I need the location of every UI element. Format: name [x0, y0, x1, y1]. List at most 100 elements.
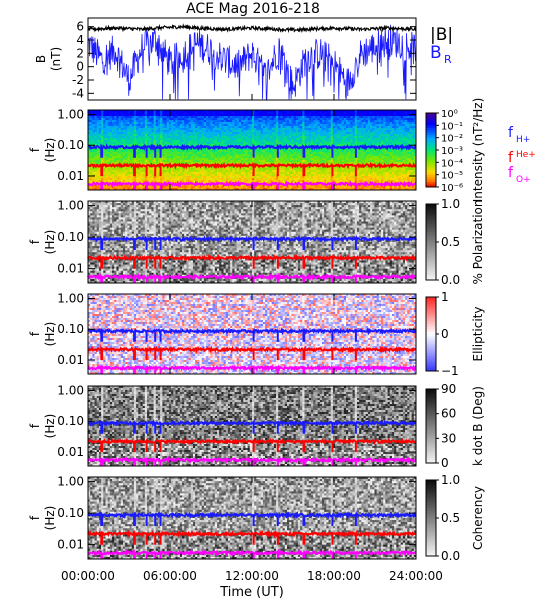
spectrogram-cell — [88, 110, 91, 113]
spectrogram-cell — [125, 132, 128, 135]
spectrogram-cell — [125, 138, 128, 141]
spectrogram-cell — [127, 144, 130, 147]
spectrogram-cell — [147, 122, 150, 125]
spectrogram-cell — [171, 120, 174, 123]
spectrogram-cell — [136, 110, 139, 113]
spectrogram-cell — [138, 122, 141, 125]
spectrogram-cell — [88, 172, 91, 175]
spectrogram-cell — [120, 140, 124, 143]
spectrogram-cell — [144, 160, 148, 163]
spectrogram-cell — [173, 132, 176, 135]
spectrogram-cell — [101, 140, 104, 143]
spectrogram-cell — [114, 112, 117, 115]
spectrogram-cell — [133, 178, 137, 181]
spectrogram-cell — [122, 116, 126, 119]
spectrogram-cell — [101, 180, 104, 183]
spectrogram-cell — [96, 122, 100, 125]
spectrogram-cell — [142, 126, 146, 129]
spectrogram-cell — [129, 154, 133, 157]
spectrogram-cell — [96, 180, 100, 183]
spectrogram-cell — [122, 160, 126, 163]
spectrogram-cell — [96, 156, 100, 159]
spectrogram-cell — [173, 130, 176, 133]
spectrogram-cell — [138, 162, 141, 165]
spectrogram-cell — [96, 152, 100, 155]
spectrogram-cell — [151, 130, 154, 133]
spectrogram-cell — [144, 140, 148, 143]
spectrogram-cell — [96, 134, 100, 137]
spectrogram-cell — [144, 142, 148, 145]
spectrogram-cell — [164, 122, 168, 125]
spectrogram-cell — [105, 184, 109, 187]
spectrogram-cell — [88, 124, 91, 127]
spectrogram-cell — [147, 150, 150, 153]
spectrogram-cell — [157, 188, 161, 191]
spectrogram-cell — [133, 140, 137, 143]
spectrogram-cell — [122, 144, 126, 147]
spectrogram-cell — [136, 160, 139, 163]
spectrogram-cell — [140, 120, 144, 123]
spectrogram-cell — [112, 136, 115, 139]
spectrogram-cell — [125, 160, 128, 163]
spectrogram-cell — [101, 134, 104, 137]
spectrogram-cell — [142, 162, 146, 165]
spectrogram-cell — [173, 116, 176, 119]
spectrogram-cell — [142, 134, 146, 137]
spectrogram-cell — [147, 188, 150, 191]
spectrogram-cell — [162, 130, 165, 133]
spectrogram-cell — [140, 174, 144, 177]
spectrogram-cell — [96, 128, 100, 131]
spectrogram-cell — [92, 128, 95, 131]
spectrogram-cell — [120, 114, 124, 117]
spectrogram-cell — [162, 110, 165, 113]
spectrogram-cell — [138, 136, 141, 139]
spectrogram-cell — [92, 138, 95, 141]
spectrogram-cell — [140, 128, 144, 131]
spectrogram-cell — [166, 134, 170, 137]
spectrogram-cell — [133, 112, 137, 115]
spectrogram-cell — [149, 170, 152, 173]
spectrogram-cell — [133, 128, 137, 131]
spectrogram-cell — [122, 142, 126, 145]
spectrogram-cell — [168, 134, 172, 137]
spectrogram-cell — [101, 124, 104, 127]
spectrogram-cell — [103, 176, 106, 179]
spectrogram-cell — [149, 156, 152, 159]
spectrogram-cell — [88, 168, 91, 171]
spectrogram-cell — [147, 156, 150, 159]
spectrogram-cell — [98, 116, 102, 119]
spectrogram-cell — [114, 134, 117, 137]
spectrogram-cell — [96, 116, 100, 119]
spectrogram-cell — [140, 162, 144, 165]
spectrogram-cell — [122, 136, 126, 139]
spectrogram-cell — [171, 142, 174, 145]
spectrogram-cell — [120, 158, 124, 161]
spectrogram-cell — [125, 172, 128, 175]
spectrogram-cell — [162, 170, 165, 173]
spectrogram-cell — [131, 134, 135, 137]
spectrogram-cell — [129, 142, 133, 145]
spectrogram-cell — [157, 118, 161, 121]
spectrogram-cell — [96, 158, 100, 161]
spectrogram-cell — [103, 166, 106, 169]
spectrogram-cell — [122, 172, 126, 175]
spectrogram-cell — [151, 156, 154, 159]
spectrogram-cell — [105, 132, 109, 135]
spectrogram-cell — [168, 140, 172, 143]
spectrogram-cell — [164, 158, 168, 161]
spectrogram-cell — [149, 158, 152, 161]
spectrogram-cell — [140, 168, 144, 171]
spectrogram-cell — [112, 160, 115, 163]
spectrogram-cell — [127, 112, 130, 115]
spectrogram-cell — [107, 174, 111, 177]
spectrogram-cell — [120, 174, 124, 177]
spectrogram-cell — [173, 156, 176, 159]
spectrogram-cell — [171, 170, 174, 173]
spectrogram-cell — [131, 154, 135, 157]
panel-power-spectral-density: 1.000.100.01f (Hz)10⁰10⁻¹10⁻²10⁻³10⁻⁴10⁻⁵… — [28, 98, 536, 203]
spectrogram-cell — [138, 140, 141, 143]
spectrogram-cell — [96, 176, 100, 179]
spectrogram-cell — [175, 122, 179, 125]
spectrogram-cell — [151, 150, 154, 153]
